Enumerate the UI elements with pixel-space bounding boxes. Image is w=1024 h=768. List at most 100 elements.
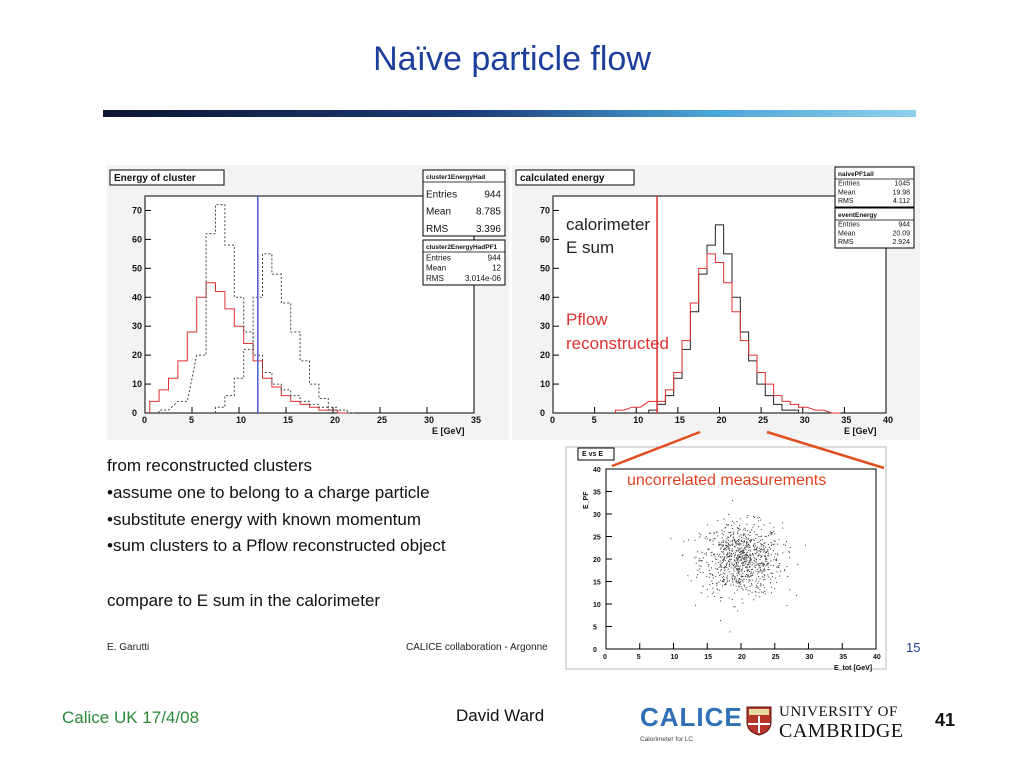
chart3-scatter-point — [789, 546, 791, 548]
chart3-scatter-point — [720, 562, 722, 564]
chart3-scatter-point — [738, 539, 740, 541]
chart3-scatter-point — [743, 545, 745, 547]
chart3-scatter-point — [733, 564, 735, 566]
chart3-scatter-point — [752, 538, 754, 540]
chart3-scatter-point — [690, 580, 692, 582]
chart3-scatter-point — [741, 541, 743, 543]
chart3-scatter-point — [726, 577, 728, 579]
chart3-scatter-point — [721, 537, 723, 539]
chart3-scatter-point — [747, 569, 749, 571]
chart2-x-tick-label: 15 — [675, 415, 685, 425]
chart3-scatter-point — [721, 541, 723, 543]
chart3-scatter-point — [773, 526, 775, 528]
chart3-scatter-point — [754, 531, 756, 533]
chart3-title: E vs E — [582, 451, 603, 458]
chart3-scatter-point — [700, 560, 702, 562]
chart3-scatter-point — [731, 554, 733, 556]
chart3-scatter-point — [751, 584, 753, 586]
chart3-scatter-point — [747, 549, 749, 551]
chart3-scatter-point — [758, 526, 760, 528]
chart3-scatter-point — [774, 533, 776, 535]
chart3-scatter-point — [733, 532, 735, 534]
chart3-scatter-point — [742, 551, 744, 553]
chart3-scatter-point — [732, 579, 734, 581]
chart3-scatter-point — [697, 551, 699, 553]
chart3-y-tick-label: 35 — [593, 490, 601, 497]
chart3-scatter-point — [751, 579, 753, 581]
zoom-connector-right — [766, 430, 885, 470]
chart3-scatter-point — [755, 547, 757, 549]
chart3-scatter-point — [739, 551, 741, 553]
chart3-scatter-point — [700, 534, 702, 536]
chart3-scatter-point — [743, 578, 745, 580]
chart3-scatter-point — [718, 544, 720, 546]
chart3-scatter-point — [760, 569, 762, 571]
chart3-scatter-point — [712, 543, 714, 545]
chart3-scatter-point — [719, 579, 721, 581]
chart3-scatter-point — [746, 569, 748, 571]
chart3-scatter-point — [702, 585, 704, 587]
chart3-scatter-point — [770, 582, 772, 584]
chart3-scatter-point — [722, 552, 724, 554]
chart3-scatter-point — [715, 582, 717, 584]
chart3-y-tick-label: 0 — [593, 647, 597, 654]
chart3-scatter-point — [759, 567, 761, 569]
chart3-scatter-point — [750, 559, 752, 561]
chart3-scatter-point — [736, 575, 738, 577]
chart3-scatter-point — [739, 583, 741, 585]
chart3-scatter-point — [748, 579, 750, 581]
chart3-scatter-point — [732, 520, 734, 522]
chart3-scatter-point — [758, 591, 760, 593]
chart3-scatter-point — [729, 551, 731, 553]
chart3-scatter-point — [759, 578, 761, 580]
chart2-plot-area — [552, 195, 887, 414]
chart2-stats-value: 944 — [898, 222, 910, 229]
chart3-scatter-point — [739, 525, 741, 527]
chart3-scatter-point — [708, 548, 710, 550]
chart3-scatter-point — [752, 526, 754, 528]
chart3-scatter-point — [727, 553, 729, 555]
chart3-scatter-point — [716, 559, 718, 561]
chart3-scatter-point — [723, 553, 725, 555]
chart3-scatter-point — [731, 544, 733, 546]
chart3-scatter-point — [762, 564, 764, 566]
chart3-scatter-point — [759, 547, 761, 549]
chart3-scatter-point — [764, 569, 766, 571]
chart3-scatter-point — [699, 536, 701, 538]
chart3-scatter-point — [724, 549, 726, 551]
chart3-scatter-point — [752, 545, 754, 547]
chart3-scatter-point — [749, 580, 751, 582]
chart3-scatter-point — [734, 540, 736, 542]
chart3-scatter-point — [755, 595, 757, 597]
chart3-scatter-point — [747, 514, 749, 516]
chart3-scatter-point — [741, 536, 743, 538]
chart3-scatter-point — [761, 565, 763, 567]
chart2-x-tick-label: 20 — [717, 415, 727, 425]
chart3-scatter-point — [744, 570, 746, 572]
chart3-scatter-point — [706, 538, 708, 540]
chart3-scatter-point — [704, 553, 706, 555]
chart3-scatter-point — [761, 562, 763, 564]
chart3-scatter-point — [716, 553, 718, 555]
chart3-scatter-point — [743, 533, 745, 535]
chart3-scatter-point — [762, 569, 764, 571]
chart3-scatter-point — [722, 534, 724, 536]
chart2-x-axis-label: E [GeV] — [844, 426, 877, 436]
chart3-scatter-point — [741, 598, 743, 600]
chart3-scatter-point — [746, 566, 748, 568]
chart1-x-tick-label: 15 — [283, 415, 293, 425]
chart3-scatter-point — [740, 556, 742, 558]
chart3-scatter-point — [737, 570, 739, 572]
chart3-scatter-point — [718, 562, 720, 564]
chart3-scatter-point — [730, 532, 732, 534]
chart3-scatter-point — [743, 537, 745, 539]
chart3-scatter-point — [747, 538, 749, 540]
chart3-scatter-point — [748, 546, 750, 548]
chart3-scatter-point — [758, 553, 760, 555]
chart3-scatter-point — [725, 544, 727, 546]
chart3-scatter-point — [748, 593, 750, 595]
chart3-scatter-point — [743, 529, 745, 531]
chart3-scatter-point — [737, 562, 739, 564]
chart3-scatter-point — [731, 562, 733, 564]
chart3-scatter-point — [720, 566, 722, 568]
